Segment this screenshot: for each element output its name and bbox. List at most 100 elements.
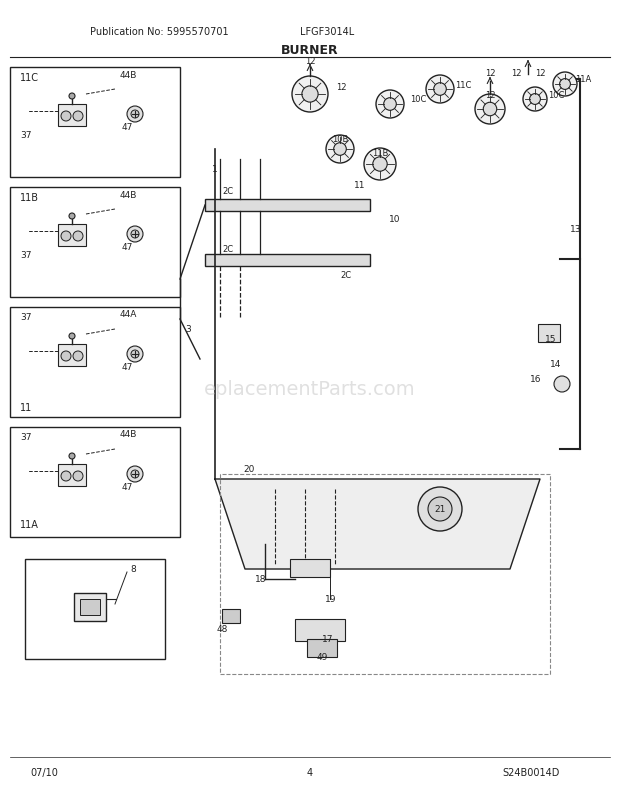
- Text: 11C: 11C: [455, 80, 471, 89]
- Circle shape: [127, 107, 143, 123]
- Text: 3: 3: [185, 325, 191, 334]
- Text: 11A: 11A: [20, 520, 39, 529]
- Bar: [58, 225, 86, 247]
- Bar: [220, 475, 550, 674]
- Bar: [295, 619, 345, 642]
- Text: 4: 4: [307, 767, 313, 777]
- Circle shape: [73, 111, 83, 122]
- Bar: [307, 639, 337, 657]
- Text: 15: 15: [545, 335, 557, 344]
- Circle shape: [127, 346, 143, 363]
- Bar: [25, 559, 165, 659]
- Text: S24B0014D: S24B0014D: [503, 767, 560, 777]
- Polygon shape: [215, 480, 540, 569]
- Text: 37: 37: [20, 433, 32, 442]
- Bar: [10, 68, 180, 178]
- Text: 13: 13: [570, 225, 582, 234]
- Text: 44A: 44A: [120, 310, 138, 319]
- Bar: [74, 593, 106, 622]
- Text: 11: 11: [354, 180, 366, 189]
- Text: 16: 16: [530, 375, 541, 384]
- Circle shape: [69, 334, 75, 339]
- Text: 12: 12: [336, 83, 347, 92]
- Text: 19: 19: [325, 595, 337, 604]
- Text: 11B: 11B: [372, 149, 388, 158]
- Text: LFGF3014L: LFGF3014L: [300, 27, 354, 37]
- Circle shape: [73, 472, 83, 481]
- Circle shape: [61, 472, 71, 481]
- Circle shape: [69, 94, 75, 100]
- Circle shape: [554, 376, 570, 392]
- Text: 11C: 11C: [20, 73, 39, 83]
- Circle shape: [384, 99, 396, 111]
- Text: 11: 11: [20, 403, 32, 412]
- Text: 37: 37: [20, 250, 32, 259]
- Bar: [58, 464, 86, 486]
- Circle shape: [61, 111, 71, 122]
- Circle shape: [69, 453, 75, 460]
- Bar: [538, 325, 560, 342]
- Circle shape: [334, 144, 347, 156]
- Text: 37: 37: [20, 313, 32, 322]
- Text: 1: 1: [212, 165, 218, 174]
- Text: 10B: 10B: [332, 136, 348, 144]
- Text: 49: 49: [316, 653, 328, 662]
- Circle shape: [73, 351, 83, 362]
- Text: 8: 8: [130, 565, 136, 573]
- Bar: [10, 188, 180, 298]
- Text: 12: 12: [485, 68, 495, 78]
- Text: 18: 18: [255, 575, 267, 584]
- Bar: [10, 308, 180, 418]
- Circle shape: [553, 73, 577, 97]
- Text: 21: 21: [435, 505, 446, 514]
- Bar: [10, 427, 180, 537]
- Circle shape: [529, 95, 541, 105]
- Bar: [290, 559, 330, 577]
- Bar: [58, 345, 86, 367]
- Circle shape: [127, 467, 143, 482]
- Circle shape: [373, 158, 388, 172]
- Circle shape: [292, 77, 328, 113]
- Text: 12: 12: [511, 68, 521, 78]
- Text: 2C: 2C: [340, 270, 351, 279]
- Circle shape: [364, 149, 396, 180]
- Circle shape: [434, 83, 446, 96]
- Circle shape: [73, 232, 83, 241]
- Bar: [205, 200, 370, 212]
- Text: 44B: 44B: [120, 190, 138, 199]
- Circle shape: [376, 91, 404, 119]
- Text: 10C: 10C: [410, 95, 427, 104]
- Circle shape: [127, 227, 143, 243]
- Circle shape: [426, 76, 454, 104]
- Circle shape: [418, 488, 462, 532]
- Text: 10: 10: [389, 215, 401, 225]
- Circle shape: [131, 231, 139, 239]
- Text: 12: 12: [534, 68, 545, 78]
- Text: 44B: 44B: [120, 430, 138, 439]
- Circle shape: [61, 232, 71, 241]
- Text: 07/10: 07/10: [30, 767, 58, 777]
- Text: 20: 20: [243, 465, 254, 474]
- Text: eplacementParts.com: eplacementParts.com: [204, 380, 416, 399]
- Text: 12: 12: [485, 91, 495, 100]
- Circle shape: [69, 214, 75, 220]
- Text: 12: 12: [305, 58, 315, 67]
- Bar: [58, 105, 86, 127]
- Circle shape: [560, 79, 570, 91]
- Text: 2C: 2C: [222, 245, 233, 254]
- Text: 37: 37: [20, 131, 32, 140]
- Circle shape: [131, 471, 139, 479]
- Text: 17: 17: [322, 634, 334, 644]
- Text: 48: 48: [216, 625, 228, 634]
- Text: 2C: 2C: [222, 187, 233, 196]
- Bar: [222, 610, 240, 623]
- Circle shape: [326, 136, 354, 164]
- Circle shape: [131, 111, 139, 119]
- Circle shape: [61, 351, 71, 362]
- Text: 47: 47: [122, 363, 133, 372]
- Bar: [80, 599, 100, 615]
- Bar: [205, 255, 370, 267]
- Circle shape: [483, 103, 497, 116]
- Text: 14: 14: [550, 360, 561, 369]
- Text: 47: 47: [122, 483, 133, 492]
